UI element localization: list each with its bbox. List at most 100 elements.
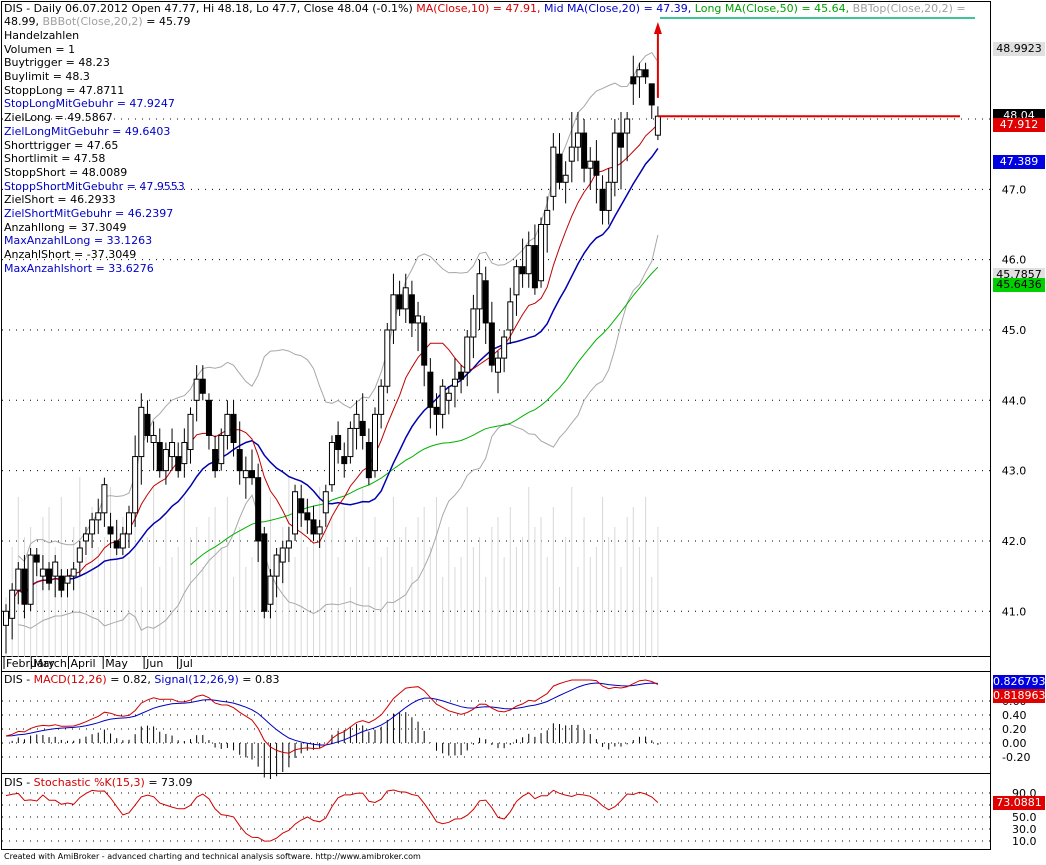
candle-body [285, 540, 292, 549]
bollinger-bottom-line [18, 234, 659, 631]
candle-body [199, 378, 206, 394]
macd-axis-label: -0.20 [1002, 751, 1030, 764]
stoch-symbol: DIS - [4, 776, 31, 789]
macd-tag: 0.826793 [993, 675, 1046, 689]
candle-body [445, 392, 452, 401]
candle-body [568, 146, 575, 162]
candle-body [476, 273, 483, 310]
candle-body [365, 442, 372, 479]
price-tag: 47.912 [993, 118, 1045, 133]
candle-body [218, 434, 225, 465]
candle-body [433, 406, 440, 415]
macd-value: = 0.82, [110, 673, 151, 686]
price-axis-label: 42.0 [1002, 535, 1027, 548]
candle-body [292, 491, 299, 535]
legend: DIS - Daily 06.07.2012 Open 47.77, Hi 48… [4, 2, 966, 275]
header-title: Daily 06.07.2012 Open 47.77, Hi 48.18, L… [33, 2, 413, 15]
candle-body [224, 413, 231, 436]
candle-body [501, 336, 508, 359]
candle-body [255, 477, 262, 542]
candle-body [144, 413, 151, 436]
ma10-label: MA(Close,10) = 47.91, [416, 2, 541, 15]
candle-body [15, 568, 22, 591]
bbbot-value: = 45.79 [146, 15, 191, 28]
stoch-axis-label: 30.0 [1012, 823, 1037, 836]
candle-body [236, 449, 243, 472]
candle-body [353, 413, 360, 429]
price-axis-label: 45.0 [1002, 324, 1027, 337]
price-tag: 45.6436 [993, 277, 1045, 292]
candle-body [636, 69, 643, 78]
candle-body [316, 526, 323, 535]
candle-body [150, 434, 157, 444]
candle-body [574, 132, 581, 148]
candle-body [113, 540, 120, 549]
candle-body [298, 498, 305, 514]
price-axis-label: 43.0 [1002, 465, 1027, 478]
macd-line [5, 679, 659, 754]
candle-body [599, 188, 606, 211]
parameter-line: Shortlimit = 47.58 [4, 152, 106, 166]
candle-body [162, 449, 169, 472]
parameter-list: Handelzahlen Volumen = 1 Buytrigger = 48.2… [4, 29, 966, 275]
candle-body [261, 533, 268, 612]
parameter-line: ZielShort = 46.2933 [4, 193, 116, 207]
macd-axis-label: 0.40 [1002, 709, 1027, 722]
candle-body [39, 568, 46, 577]
ma20-line [17, 147, 659, 595]
candle-body [415, 315, 422, 324]
candle-body [52, 561, 59, 577]
candle-body [550, 146, 557, 197]
stoch-axis-label: 10.0 [1012, 835, 1037, 848]
candle-body [581, 132, 588, 169]
macd-pane-border [1, 671, 991, 774]
candle-body [27, 554, 34, 605]
candle-body [464, 336, 471, 373]
parameter-line: StoppShort = 48.0089 [4, 165, 128, 179]
candle-body [46, 568, 53, 584]
candle-body [587, 160, 594, 169]
candle-body [451, 378, 458, 387]
price-axis-label: 46.0 [1002, 254, 1027, 267]
parameter-line: StopLongMitGebuhr = 47.9247 [4, 97, 175, 111]
parameter-line: AnzahlShort = -37.3049 [4, 248, 137, 261]
macd-tag: 0.818963 [993, 689, 1046, 703]
candle-body [531, 245, 538, 289]
candle-body [618, 132, 624, 148]
month-label: March [33, 657, 67, 670]
candle-body [495, 357, 501, 373]
parameter-line: MaxAnzahlLong = 33.1263 [4, 234, 153, 248]
candle-body [107, 526, 114, 535]
parameter-line: Shorttrigger = 47.65 [4, 138, 119, 152]
candle-body [642, 69, 649, 78]
parameter-line: StoppShortMitGebuhr = 47.9553 [4, 179, 185, 193]
signal-value: = 0.83 [242, 673, 280, 686]
candle-body [624, 118, 631, 134]
bbtop-label: BBTop(Close,20,2) = [852, 2, 966, 15]
candle-body [359, 420, 366, 436]
candle-body [205, 399, 212, 436]
candle-body [556, 153, 563, 183]
candle-body [175, 456, 182, 472]
month-label: February [6, 657, 55, 670]
candle-body [126, 512, 132, 535]
candle-body [402, 287, 409, 310]
candle-body [181, 442, 188, 465]
signal-label: Signal(12,26,9) [154, 673, 239, 686]
candle-body [482, 280, 489, 324]
candle-body [101, 484, 108, 514]
candle-body [193, 378, 200, 401]
ma20-label: Mid MA(Close,20) = 47.39, [544, 2, 692, 15]
stoch-legend: DIS - Stochastic %K(15,3) = 73.09 [4, 776, 193, 789]
candle-body [267, 575, 274, 605]
month-label: April [70, 657, 95, 670]
candle-body [132, 456, 139, 514]
candle-body [169, 442, 176, 458]
candle-body [341, 456, 348, 465]
candle-body [249, 470, 255, 479]
bbtop-value: 48.99, [4, 15, 39, 28]
parameter-line: MaxAnzahlshort = 33.6276 [4, 261, 154, 275]
candle-body [408, 294, 415, 324]
